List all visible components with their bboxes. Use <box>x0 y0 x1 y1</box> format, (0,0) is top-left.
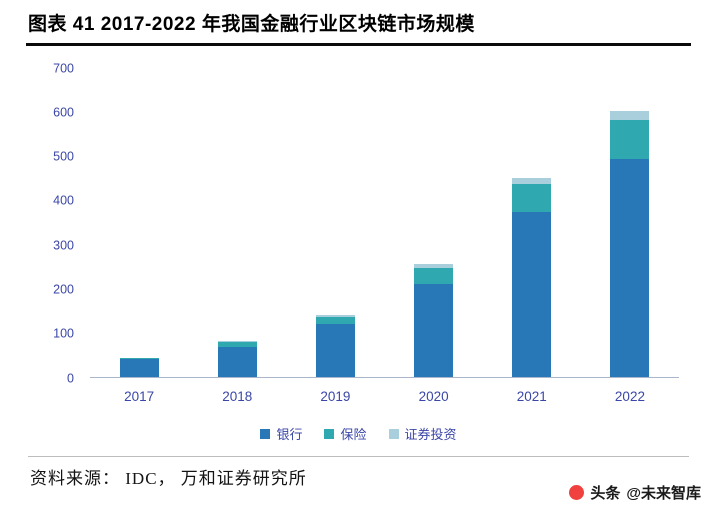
legend-label: 银行 <box>276 427 303 442</box>
bar-2017 <box>119 68 159 378</box>
bar-segment-银行 <box>315 324 355 378</box>
y-tick-label: 600 <box>53 105 74 120</box>
legend-label: 证券投资 <box>404 427 457 442</box>
bar-2019 <box>315 68 355 378</box>
bar-2020 <box>414 68 454 378</box>
bar-2018 <box>217 68 257 378</box>
watermark: 头条 @未来智库 <box>569 482 701 503</box>
bar-slot <box>90 68 188 378</box>
stacked-bar-chart: 0 100 200 300 400 500 600 700 2017 2018 2019 2020 2… <box>30 54 687 418</box>
legend: 银行 保险 证券投资 <box>0 424 717 443</box>
x-tick-label: 2017 <box>124 389 155 404</box>
legend-item-证券投资: 证券投资 <box>388 424 457 443</box>
bar-2022 <box>610 68 650 378</box>
x-tick-label: 2020 <box>418 389 449 404</box>
bar-segment-证券投资 <box>217 340 257 343</box>
bar-slot <box>385 68 483 378</box>
y-tick-label: 700 <box>53 60 74 75</box>
bar-segment-银行 <box>610 159 650 378</box>
toutiao-icon <box>569 485 585 500</box>
bar-segment-银行 <box>512 211 552 378</box>
bar-segment-银行 <box>119 359 159 378</box>
watermark-brand: 头条 <box>590 485 621 502</box>
x-tick-label: 2022 <box>614 389 645 404</box>
bar-segment-保险 <box>512 183 552 212</box>
legend-item-银行: 银行 <box>260 424 302 443</box>
legend-swatch-icon <box>260 428 271 439</box>
bar-segment-保险 <box>315 316 355 325</box>
footer-divider <box>28 456 689 457</box>
y-tick-label: 0 <box>67 370 74 385</box>
y-tick-label: 300 <box>53 237 74 252</box>
x-axis: 2017 2018 2019 2020 2021 2022 <box>90 389 679 404</box>
bar-segment-银行 <box>414 283 454 378</box>
chart-title: 图表 41 2017-2022 年我国金融行业区块链市场规模 <box>28 14 475 35</box>
bar-segment-保险 <box>217 342 257 347</box>
y-tick-label: 400 <box>53 193 74 208</box>
y-axis: 0 100 200 300 400 500 600 700 <box>30 62 84 384</box>
legend-swatch-icon <box>388 428 399 439</box>
x-tick-label: 2021 <box>516 389 547 404</box>
bars <box>90 68 679 378</box>
y-tick-label: 200 <box>53 282 74 297</box>
legend-swatch-icon <box>324 428 335 439</box>
bar-segment-证券投资 <box>414 264 454 268</box>
x-tick-label: 2019 <box>320 389 351 404</box>
bar-segment-证券投资 <box>610 111 650 121</box>
y-tick-label: 100 <box>53 326 74 341</box>
bar-slot <box>581 68 679 378</box>
x-axis-line <box>90 377 679 378</box>
bar-2021 <box>512 68 552 378</box>
legend-label: 保险 <box>340 427 367 442</box>
bar-segment-保险 <box>414 267 454 284</box>
bar-segment-保险 <box>610 120 650 160</box>
legend-item-保险: 保险 <box>324 424 367 443</box>
bar-slot <box>188 68 286 378</box>
x-tick-label: 2018 <box>222 389 253 404</box>
bar-slot <box>286 68 384 378</box>
bar-segment-证券投资 <box>315 314 355 317</box>
bar-segment-证券投资 <box>512 177 552 184</box>
source-line: 资料来源： IDC， 万和证券研究所 <box>30 469 307 488</box>
watermark-handle: @未来智库 <box>626 485 701 502</box>
plot-area <box>90 68 679 378</box>
bar-segment-银行 <box>217 347 257 378</box>
bar-segment-保险 <box>119 358 159 360</box>
y-tick-label: 500 <box>53 149 74 164</box>
bar-slot <box>483 68 581 378</box>
chart-header: 图表 41 2017-2022 年我国金融行业区块链市场规模 <box>26 0 691 46</box>
